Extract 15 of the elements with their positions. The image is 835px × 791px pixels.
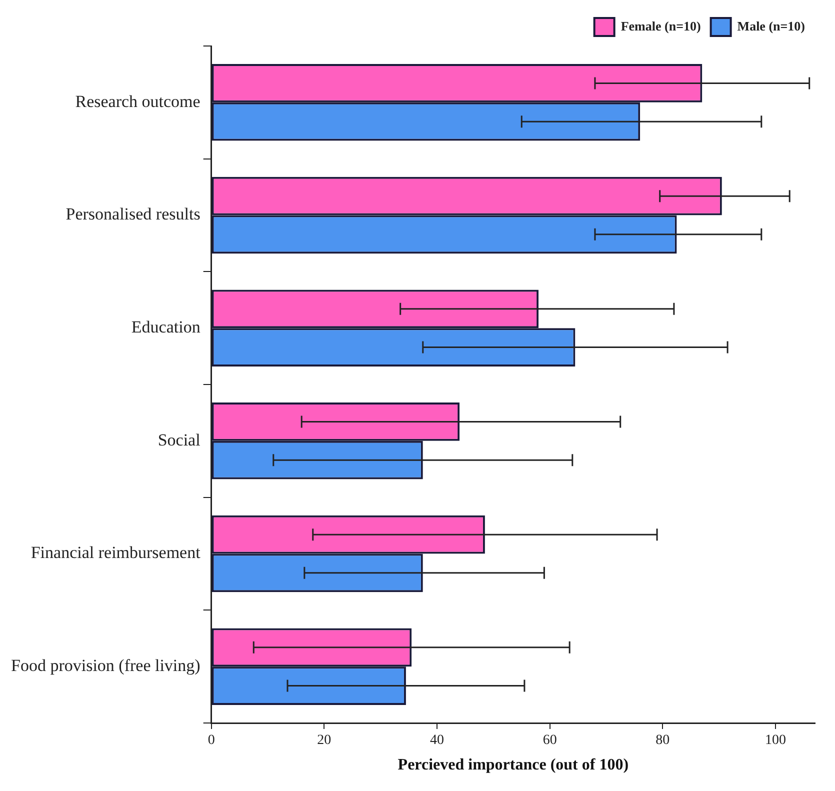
- x-tick-label: 80: [656, 733, 670, 748]
- y-tick-label: Social: [158, 430, 201, 450]
- y-tick-label: Research outcome: [75, 92, 200, 111]
- x-tick-label: 0: [208, 733, 215, 748]
- x-tick-label: 100: [765, 733, 786, 748]
- y-tick-label: Personalised results: [66, 204, 200, 224]
- y-tick-label: Financial reimbursement: [30, 543, 201, 562]
- x-tick-label: 40: [430, 733, 444, 748]
- y-tick-label: Food provision (free living): [10, 656, 200, 676]
- x-axis-title: Percieved importance (out of 100): [398, 756, 629, 774]
- x-tick-label: 60: [542, 733, 557, 748]
- legend-label: Female (n=10): [620, 18, 701, 34]
- y-tick-label: Education: [131, 318, 201, 337]
- legend-label: Male (n=10): [737, 18, 806, 34]
- x-tick-label: 20: [317, 733, 332, 748]
